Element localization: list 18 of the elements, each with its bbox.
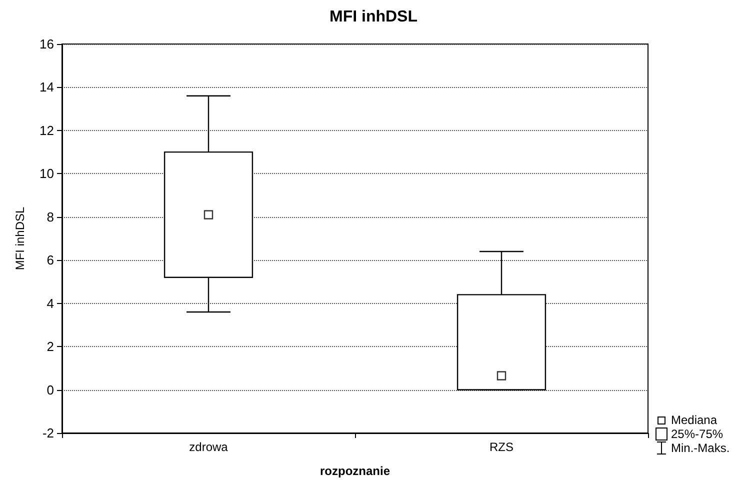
y-tick-label: 6 [46,252,54,268]
chart-title: MFI inhDSL [330,8,418,26]
x-tick-label: zdrowa [189,440,228,454]
text: Mediana [671,413,718,427]
text: 25%-75% [671,427,724,441]
y-tick-label: 14 [40,80,54,95]
y-tick-label: 4 [46,296,54,311]
y-axis-title: MFI inhDSL [13,206,27,270]
x-tick-label: RZS [490,440,514,454]
y-tick-label: 0 [46,382,54,398]
text: Min.-Maks. [671,441,730,455]
y-tick-label: 8 [46,209,54,224]
y-tick-label: 10 [40,166,54,182]
y-tick-label: 12 [40,122,54,138]
y-tick-label: 16 [40,36,54,52]
y-tick-label: 2 [46,339,54,354]
y-tick-label: -2 [42,426,54,440]
x-axis-title: rozpoznanie [320,464,390,478]
